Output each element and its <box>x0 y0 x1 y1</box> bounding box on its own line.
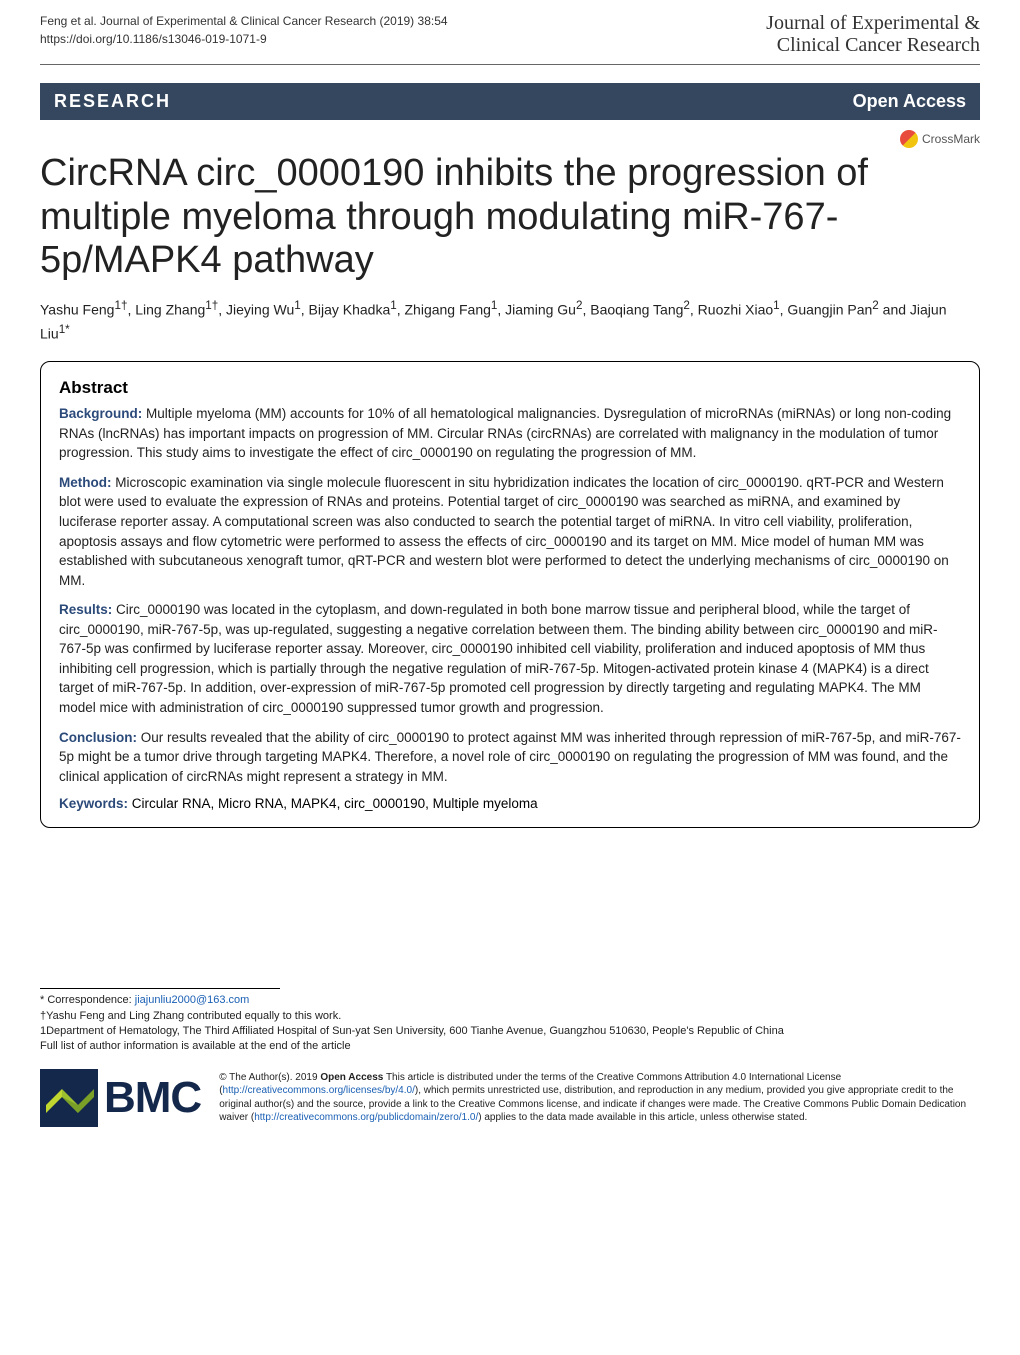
footer-rule <box>40 988 280 989</box>
contribution-note: †Yashu Feng and Ling Zhang contributed e… <box>40 1010 341 1022</box>
correspondence-block: * Correspondence: jiajunliu2000@163.com … <box>40 993 980 1055</box>
method-text: Microscopic examination via single molec… <box>59 475 949 588</box>
abstract-method: Method: Microscopic examination via sing… <box>59 473 961 590</box>
citation-block: Feng et al. Journal of Experimental & Cl… <box>40 12 448 48</box>
correspondence-email[interactable]: jiajunliu2000@163.com <box>135 994 250 1006</box>
abstract-background: Background: Multiple myeloma (MM) accoun… <box>59 404 961 463</box>
license-link-1[interactable]: http://creativecommons.org/licenses/by/4… <box>223 1085 415 1096</box>
publisher-row: BMC © The Author(s). 2019 Open Access Th… <box>40 1069 980 1127</box>
license-open-access: Open Access <box>320 1072 383 1083</box>
journal-name: Journal of Experimental & Clinical Cance… <box>766 12 980 56</box>
license-text-3: ) applies to the data made available in … <box>478 1112 807 1123</box>
header-divider <box>40 64 980 65</box>
background-text: Multiple myeloma (MM) accounts for 10% o… <box>59 406 951 460</box>
open-access-label: Open Access <box>853 91 966 112</box>
full-author-list-note: Full list of author information is avail… <box>40 1040 351 1052</box>
research-label: RESEARCH <box>54 91 171 112</box>
keywords-text: Circular RNA, Micro RNA, MAPK4, circ_000… <box>128 796 538 811</box>
results-text: Circ_0000190 was located in the cytoplas… <box>59 602 938 715</box>
method-label: Method: <box>59 475 111 490</box>
results-label: Results: <box>59 602 112 617</box>
background-label: Background: <box>59 406 142 421</box>
abstract-keywords: Keywords: Circular RNA, Micro RNA, MAPK4… <box>59 796 961 811</box>
abstract-box: Abstract Background: Multiple myeloma (M… <box>40 361 980 828</box>
bmc-logo-text: BMC <box>104 1073 201 1123</box>
license-link-2[interactable]: http://creativecommons.org/publicdomain/… <box>254 1112 478 1123</box>
author-list: Yashu Feng1†, Ling Zhang1†, Jieying Wu1,… <box>40 297 980 345</box>
article-title: CircRNA circ_0000190 inhibits the progre… <box>40 152 980 283</box>
crossmark-badge[interactable]: CrossMark <box>0 130 980 148</box>
running-header: Feng et al. Journal of Experimental & Cl… <box>0 0 1020 60</box>
correspondence-label: * Correspondence: <box>40 994 135 1006</box>
affiliation-1: 1Department of Hematology, The Third Aff… <box>40 1025 784 1037</box>
journal-name-line-1: Journal of Experimental & <box>766 12 980 34</box>
journal-name-line-2: Clinical Cancer Research <box>766 34 980 56</box>
keywords-label: Keywords: <box>59 796 128 811</box>
conclusion-text: Our results revealed that the ability of… <box>59 730 961 784</box>
crossmark-icon <box>900 130 918 148</box>
citation-line-1: Feng et al. Journal of Experimental & Cl… <box>40 12 448 30</box>
license-prefix: © The Author(s). 2019 <box>219 1072 320 1083</box>
abstract-heading: Abstract <box>59 378 961 398</box>
footer-area: * Correspondence: jiajunliu2000@163.com … <box>40 988 980 1055</box>
conclusion-label: Conclusion: <box>59 730 137 745</box>
crossmark-text: CrossMark <box>922 132 980 146</box>
bmc-logo-icon <box>40 1069 98 1127</box>
citation-line-2: https://doi.org/10.1186/s13046-019-1071-… <box>40 30 448 48</box>
abstract-conclusion: Conclusion: Our results revealed that th… <box>59 728 961 787</box>
abstract-results: Results: Circ_0000190 was located in the… <box>59 600 961 717</box>
license-text: © The Author(s). 2019 Open Access This a… <box>219 1071 980 1125</box>
article-type-bar: RESEARCH Open Access <box>40 83 980 120</box>
bmc-logo: BMC <box>40 1069 201 1127</box>
